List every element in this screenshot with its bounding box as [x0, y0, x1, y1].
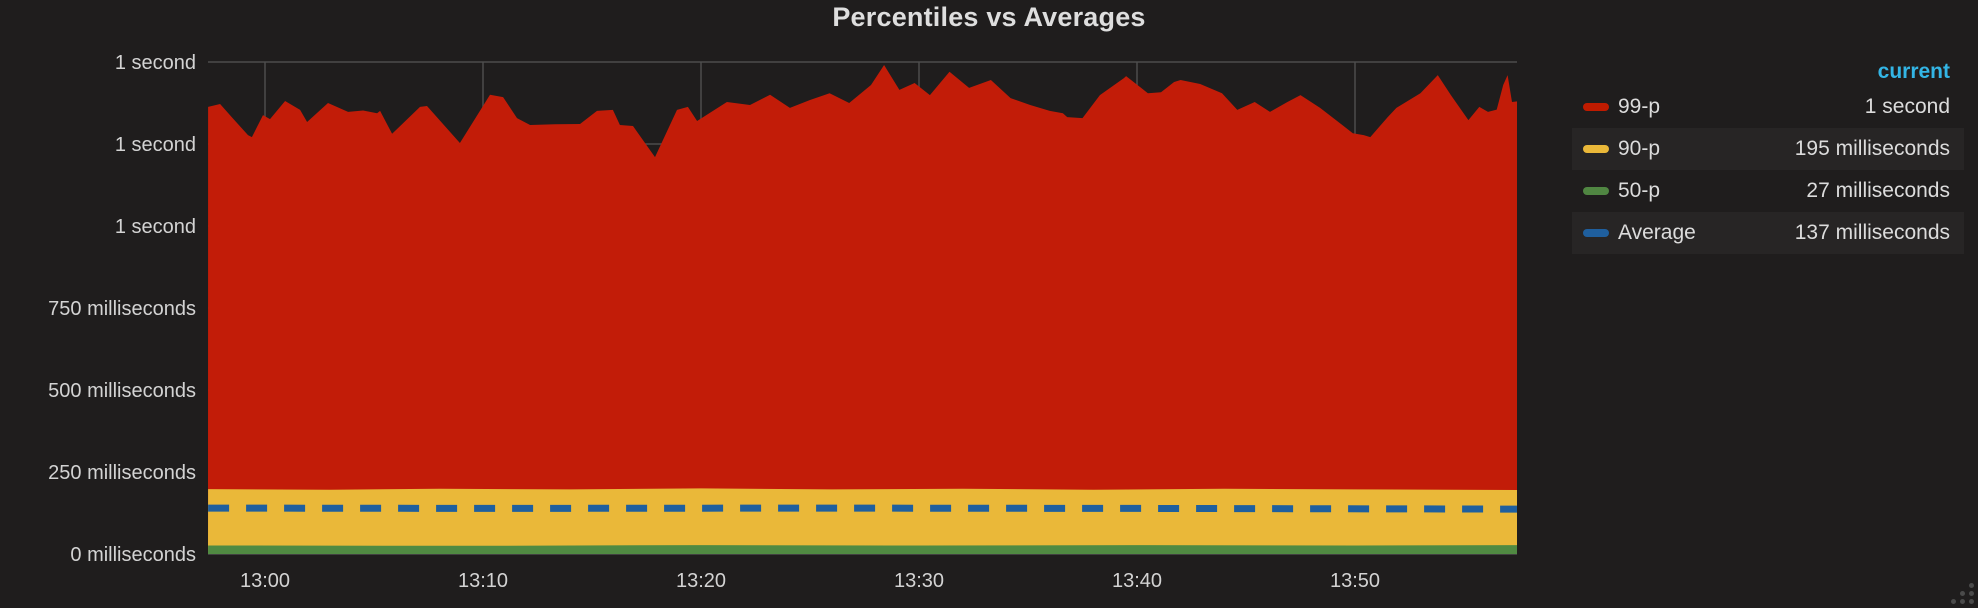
svg-text:0 milliseconds: 0 milliseconds — [70, 544, 196, 566]
resize-grip[interactable] — [1948, 580, 1974, 604]
grip-dot — [1960, 591, 1965, 596]
svg-text:13:10: 13:10 — [458, 570, 508, 592]
legend-current-header[interactable]: current — [1877, 60, 1950, 83]
legend-current-value: 1 second — [1864, 95, 1950, 118]
series-area-50-p — [208, 545, 1517, 554]
series-color-swatch — [1583, 187, 1609, 195]
series-line-average — [208, 504, 1518, 513]
svg-text:13:50: 13:50 — [1330, 570, 1380, 592]
svg-text:13:20: 13:20 — [676, 570, 726, 592]
y-axis-labels: 1 second 1 second 1 second 750 milliseconds… — [48, 52, 196, 566]
grip-dot — [1960, 599, 1965, 604]
legend-current-value: 137 milliseconds — [1794, 221, 1950, 244]
grip-dot — [1969, 599, 1974, 604]
svg-text:1 second: 1 second — [115, 134, 196, 156]
legend-item-average[interactable]: Average 137 milliseconds — [1572, 212, 1964, 254]
legend: current 99-p 1 second 90-p 195 milliseconds… — [1572, 58, 1964, 254]
series-area-99-p — [208, 65, 1517, 554]
legend-label: 50-p — [1618, 179, 1661, 202]
svg-text:13:40: 13:40 — [1112, 570, 1162, 592]
panel-title[interactable]: Percentiles vs Averages — [832, 2, 1146, 32]
legend-label: 99-p — [1618, 95, 1661, 118]
series-color-swatch — [1583, 145, 1609, 153]
svg-text:1 second: 1 second — [115, 52, 196, 74]
legend-current-value: 195 milliseconds — [1794, 137, 1950, 160]
legend-item-99-p[interactable]: 99-p 1 second — [1572, 86, 1964, 128]
svg-text:250 milliseconds: 250 milliseconds — [48, 462, 196, 484]
svg-text:500 milliseconds: 500 milliseconds — [48, 380, 196, 402]
grip-dot — [1969, 591, 1974, 596]
legend-current-value: 27 milliseconds — [1806, 179, 1950, 202]
legend-item-90-p[interactable]: 90-p 195 milliseconds — [1572, 128, 1964, 170]
series-color-swatch — [1583, 103, 1609, 111]
series-color-swatch — [1583, 229, 1609, 237]
svg-text:750 milliseconds: 750 milliseconds — [48, 298, 196, 320]
grip-dot — [1951, 599, 1956, 604]
grip-dot — [1969, 583, 1974, 588]
series-area-90-p — [208, 488, 1517, 554]
legend-label: Average — [1618, 221, 1696, 244]
svg-text:13:00: 13:00 — [240, 570, 290, 592]
legend-label: 90-p — [1618, 137, 1661, 160]
svg-text:1 second: 1 second — [115, 216, 196, 238]
svg-text:13:30: 13:30 — [894, 570, 944, 592]
x-axis-labels: 13:00 13:10 13:20 13:30 13:40 13:50 — [240, 570, 1380, 592]
legend-item-50-p[interactable]: 50-p 27 milliseconds — [1572, 170, 1964, 212]
legend-rows: 99-p 1 second 90-p 195 milliseconds 50-p 27 m… — [1572, 86, 1964, 254]
